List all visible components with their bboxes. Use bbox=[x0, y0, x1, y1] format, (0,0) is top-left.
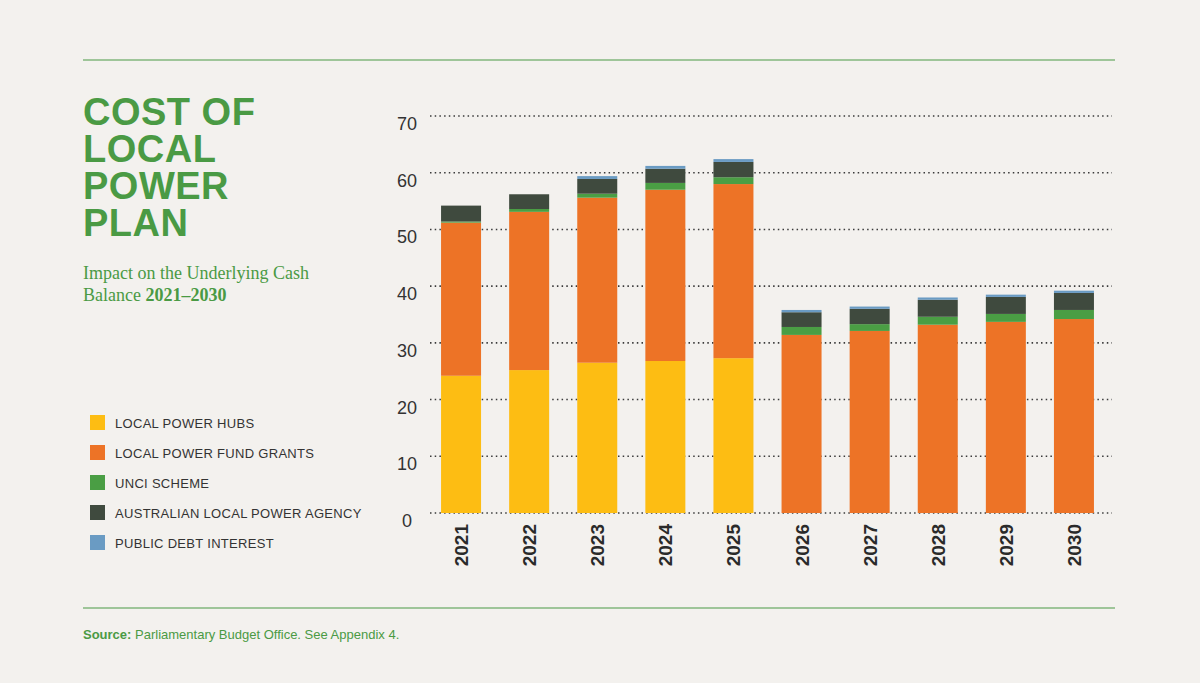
bar-segment bbox=[986, 295, 1026, 297]
legend-label: LOCAL POWER HUBS bbox=[115, 416, 254, 431]
bar-segment bbox=[441, 376, 481, 513]
bar-segment bbox=[782, 310, 822, 312]
chart: 0102030405060702021202220232024202520262… bbox=[0, 0, 1200, 683]
grid-line bbox=[430, 172, 1112, 174]
bar-segment bbox=[577, 363, 617, 513]
bar-segment bbox=[441, 223, 481, 376]
bar-segment bbox=[713, 177, 753, 184]
bar-segment bbox=[577, 198, 617, 363]
bar-segment bbox=[918, 297, 958, 299]
bar-segment bbox=[918, 300, 958, 317]
legend-label: AUSTRALIAN LOCAL POWER AGENCY bbox=[115, 506, 362, 521]
bar-segment bbox=[1054, 293, 1094, 310]
bar-segment bbox=[850, 331, 890, 513]
bar-segment bbox=[645, 190, 685, 361]
bar-segment bbox=[713, 159, 753, 162]
bar-segment bbox=[986, 314, 1026, 322]
x-tick-label: 2029 bbox=[996, 524, 1017, 566]
source: Source: Parliamentary Budget Office. See… bbox=[83, 627, 399, 642]
legend-label: PUBLIC DEBT INTEREST bbox=[115, 536, 274, 551]
bar-segment bbox=[441, 205, 481, 206]
legend-swatch bbox=[90, 535, 105, 550]
bar-segment bbox=[441, 221, 481, 222]
subtitle: Impact on the Underlying Cash Balance 20… bbox=[83, 262, 353, 306]
bar-segment bbox=[850, 324, 890, 331]
legend-swatch bbox=[90, 475, 105, 490]
bar-segment bbox=[782, 327, 822, 335]
y-tick-label: 30 bbox=[397, 341, 417, 361]
bar-segment bbox=[850, 309, 890, 324]
bars bbox=[441, 159, 1094, 513]
x-tick-label: 2026 bbox=[792, 524, 813, 566]
y-tick-label: 40 bbox=[397, 284, 417, 304]
bar-segment bbox=[782, 335, 822, 513]
bar-segment bbox=[577, 179, 617, 194]
bar-segment bbox=[713, 184, 753, 358]
bar-segment bbox=[509, 370, 549, 513]
grid-line bbox=[430, 115, 1112, 117]
title: COST OF LOCAL POWER PLAN bbox=[83, 94, 288, 242]
y-tick-label: 10 bbox=[397, 454, 417, 474]
bar-segment bbox=[918, 325, 958, 513]
y-tick-label: 60 bbox=[397, 171, 417, 191]
subtitle-range: 2021–2030 bbox=[145, 285, 226, 305]
bar-segment bbox=[441, 206, 481, 222]
bar-segment bbox=[1054, 310, 1094, 319]
legend-swatch bbox=[90, 445, 105, 460]
x-tick-label: 2023 bbox=[587, 524, 608, 566]
bar-segment bbox=[1054, 319, 1094, 513]
x-tick-label: 2024 bbox=[655, 524, 676, 567]
x-tick-label: 2027 bbox=[860, 524, 881, 566]
y-tick-label: 70 bbox=[397, 114, 417, 134]
bar-segment bbox=[986, 322, 1026, 513]
y-tick-label: 50 bbox=[397, 227, 417, 247]
source-label: Source: bbox=[83, 627, 131, 642]
x-tick-label: 2030 bbox=[1064, 524, 1085, 566]
bar-segment bbox=[509, 194, 549, 195]
legend-swatch bbox=[90, 505, 105, 520]
bar-segment bbox=[509, 212, 549, 370]
bar-segment bbox=[1054, 291, 1094, 293]
x-tick-label: 2021 bbox=[451, 524, 472, 567]
bar-segment bbox=[918, 317, 958, 325]
bar-segment bbox=[509, 194, 549, 209]
y-tick-label: 20 bbox=[397, 398, 417, 418]
y-tick-label: 0 bbox=[402, 511, 412, 531]
bar-segment bbox=[713, 162, 753, 177]
legend-label: LOCAL POWER FUND GRANTS bbox=[115, 446, 314, 461]
bar-segment bbox=[645, 361, 685, 513]
bar-segment bbox=[850, 307, 890, 309]
bar-segment bbox=[645, 183, 685, 190]
bar-segment bbox=[645, 166, 685, 169]
bottom-rule bbox=[83, 607, 1115, 608]
x-tick-label: 2028 bbox=[928, 524, 949, 566]
x-tick-label: 2025 bbox=[723, 524, 744, 567]
bar-segment bbox=[509, 209, 549, 212]
bar-segment bbox=[577, 194, 617, 198]
bar-segment bbox=[986, 297, 1026, 314]
top-rule bbox=[83, 59, 1115, 60]
bar-segment bbox=[713, 358, 753, 513]
x-tick-label: 2022 bbox=[519, 524, 540, 566]
legend-swatch bbox=[90, 415, 105, 430]
bar-segment bbox=[782, 312, 822, 327]
bar-segment bbox=[645, 169, 685, 183]
legend-label: UNCI SCHEME bbox=[115, 476, 209, 491]
bar-segment bbox=[577, 176, 617, 179]
source-text: Parliamentary Budget Office. See Appendi… bbox=[131, 627, 399, 642]
